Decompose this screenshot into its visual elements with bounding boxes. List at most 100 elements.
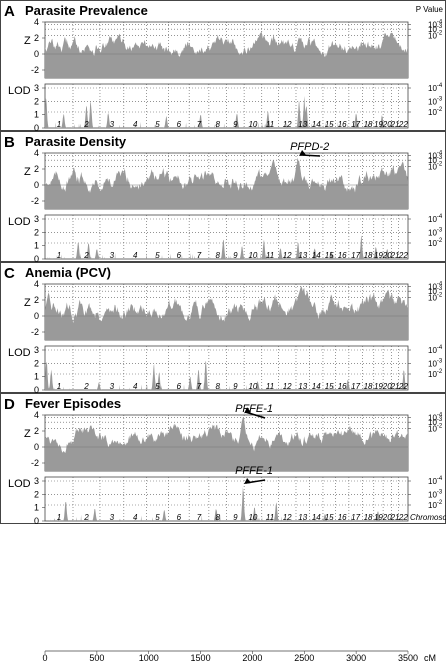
chromosome-number: 21 (390, 251, 400, 260)
z-track: Z4 2 0 -2 10-410-310-2 (24, 17, 443, 79)
chromosome-number: 18 (364, 382, 373, 391)
chromosome-number: 13 (298, 382, 307, 391)
chromosome-number: 3 (110, 251, 115, 260)
lod-tick-label: 0 (34, 385, 39, 395)
lod-tick-label: 1 (34, 372, 39, 382)
panel-title: Parasite Density (25, 134, 127, 149)
chromosome-number: 6 (177, 382, 182, 391)
z-track: Z4 2 0 -2 10-410-310-2 (24, 279, 443, 341)
pvalue-tick-label: 10-2 (428, 162, 443, 172)
chromosome-number: 22 (398, 120, 408, 129)
chromosome-number: 17 (351, 120, 360, 129)
chromosome-number: 9 (233, 251, 238, 260)
pvalue-tick-label: 10-3 (428, 96, 443, 106)
chromosome-number: 9 (233, 382, 238, 391)
z-axis-label: Z (24, 166, 31, 178)
annotation-arrow-head (244, 478, 252, 484)
chromosome-number: 15 (325, 513, 334, 522)
chromosome-number: 12 (283, 120, 292, 129)
lod-axis-label: LOD (8, 85, 31, 97)
chromosome-number: 22 (398, 251, 408, 260)
z-tick-label: 0 (34, 180, 39, 190)
annotation-label: PFPD-2 (290, 141, 329, 153)
lod-tick-label: 3 (34, 83, 39, 93)
x-tick-label: 3500 (398, 653, 418, 662)
panel-letter: B (4, 134, 15, 151)
z-tick-label: 2 (34, 295, 39, 305)
chromosome-number: 21 (390, 382, 400, 391)
z-tick-label: 2 (34, 426, 39, 436)
z-tick-label: 4 (34, 148, 39, 158)
lod-tick-label: 2 (34, 489, 39, 499)
pvalue-tick-label: 10-4 (428, 281, 443, 291)
lod-tick-label: 0 (34, 254, 39, 264)
pvalue-tick-label: 10-4 (428, 345, 443, 355)
chromosome-number: 22 (398, 513, 408, 522)
pvalue-tick-label: 10-3 (428, 24, 443, 34)
chromosome-number: 3 (110, 513, 115, 522)
chromosome-number: 2 (83, 120, 89, 129)
pvalue-tick-label: 10-4 (428, 19, 443, 29)
chromosome-number: 18 (364, 120, 373, 129)
pvalue-tick-label: 10-3 (428, 489, 443, 499)
annotation-label: PFFE-1 (235, 465, 273, 477)
chromosome-number: 3 (110, 382, 115, 391)
chromosome-number: 19 (374, 382, 383, 391)
chromosome-number: 7 (197, 382, 202, 391)
chromosome-number: 19 (374, 513, 383, 522)
annotation-label: PFFE-1 (235, 403, 273, 415)
chromosome-axis-label: Chromosome (410, 513, 446, 522)
pvalue-tick-label: 10-4 (428, 150, 443, 160)
z-tick-label: -2 (31, 458, 39, 468)
panel-letter: C (4, 265, 15, 282)
z-tick-label: 4 (34, 279, 39, 289)
pvalue-tick-label: 10-2 (428, 238, 443, 248)
z-series-area (45, 286, 408, 340)
pvalue-header: P Value (416, 5, 444, 14)
pvalue-tick-label: 10-2 (428, 500, 443, 510)
annotation: PFPD-2 (290, 141, 329, 157)
chromosome-number: 15 (325, 120, 334, 129)
chromosome-number: 4 (133, 251, 138, 260)
chromosome-number: 4 (133, 382, 138, 391)
chromosome-number: 8 (215, 251, 220, 260)
lod-axis-label: LOD (8, 478, 31, 490)
chromosome-number: 20 (382, 382, 392, 391)
z-tick-label: 2 (34, 164, 39, 174)
lod-tick-label: 0 (34, 516, 39, 526)
chromosome-number: 2 (83, 382, 89, 391)
chromosome-number: 8 (215, 120, 220, 129)
chromosome-number: 17 (351, 513, 360, 522)
panels-group: A Parasite Prevalence P ValueZ420-210-410-… (0, 0, 446, 526)
lod-tick-label: 1 (34, 241, 39, 251)
chromosome-number: 1 (57, 513, 61, 522)
z-tick-label: 4 (34, 410, 39, 420)
chromosome-number: 9 (233, 513, 238, 522)
chromosome-number: 19 (374, 251, 383, 260)
chromosome-number: 4 (133, 120, 138, 129)
z-track: Z4 2 0 -2 10-410-310-2 (24, 410, 443, 472)
annotation: PFFE-1 (235, 403, 273, 419)
chromosome-number: 1 (57, 120, 61, 129)
chromosome-number: 6 (177, 120, 182, 129)
chromosome-number: 14 (312, 251, 321, 260)
pvalue-tick-label: 10-3 (428, 227, 443, 237)
chromosome-number: 8 (215, 513, 220, 522)
panel-letter: A (4, 3, 15, 20)
z-tick-label: 0 (34, 311, 39, 321)
annotation-arrow-head (299, 150, 307, 156)
lod-axis-label: LOD (8, 347, 31, 359)
pvalue-tick-label: 10-4 (428, 214, 443, 224)
pvalue-tick-label: 10-2 (428, 31, 443, 41)
chromosome-number: 5 (155, 513, 160, 522)
